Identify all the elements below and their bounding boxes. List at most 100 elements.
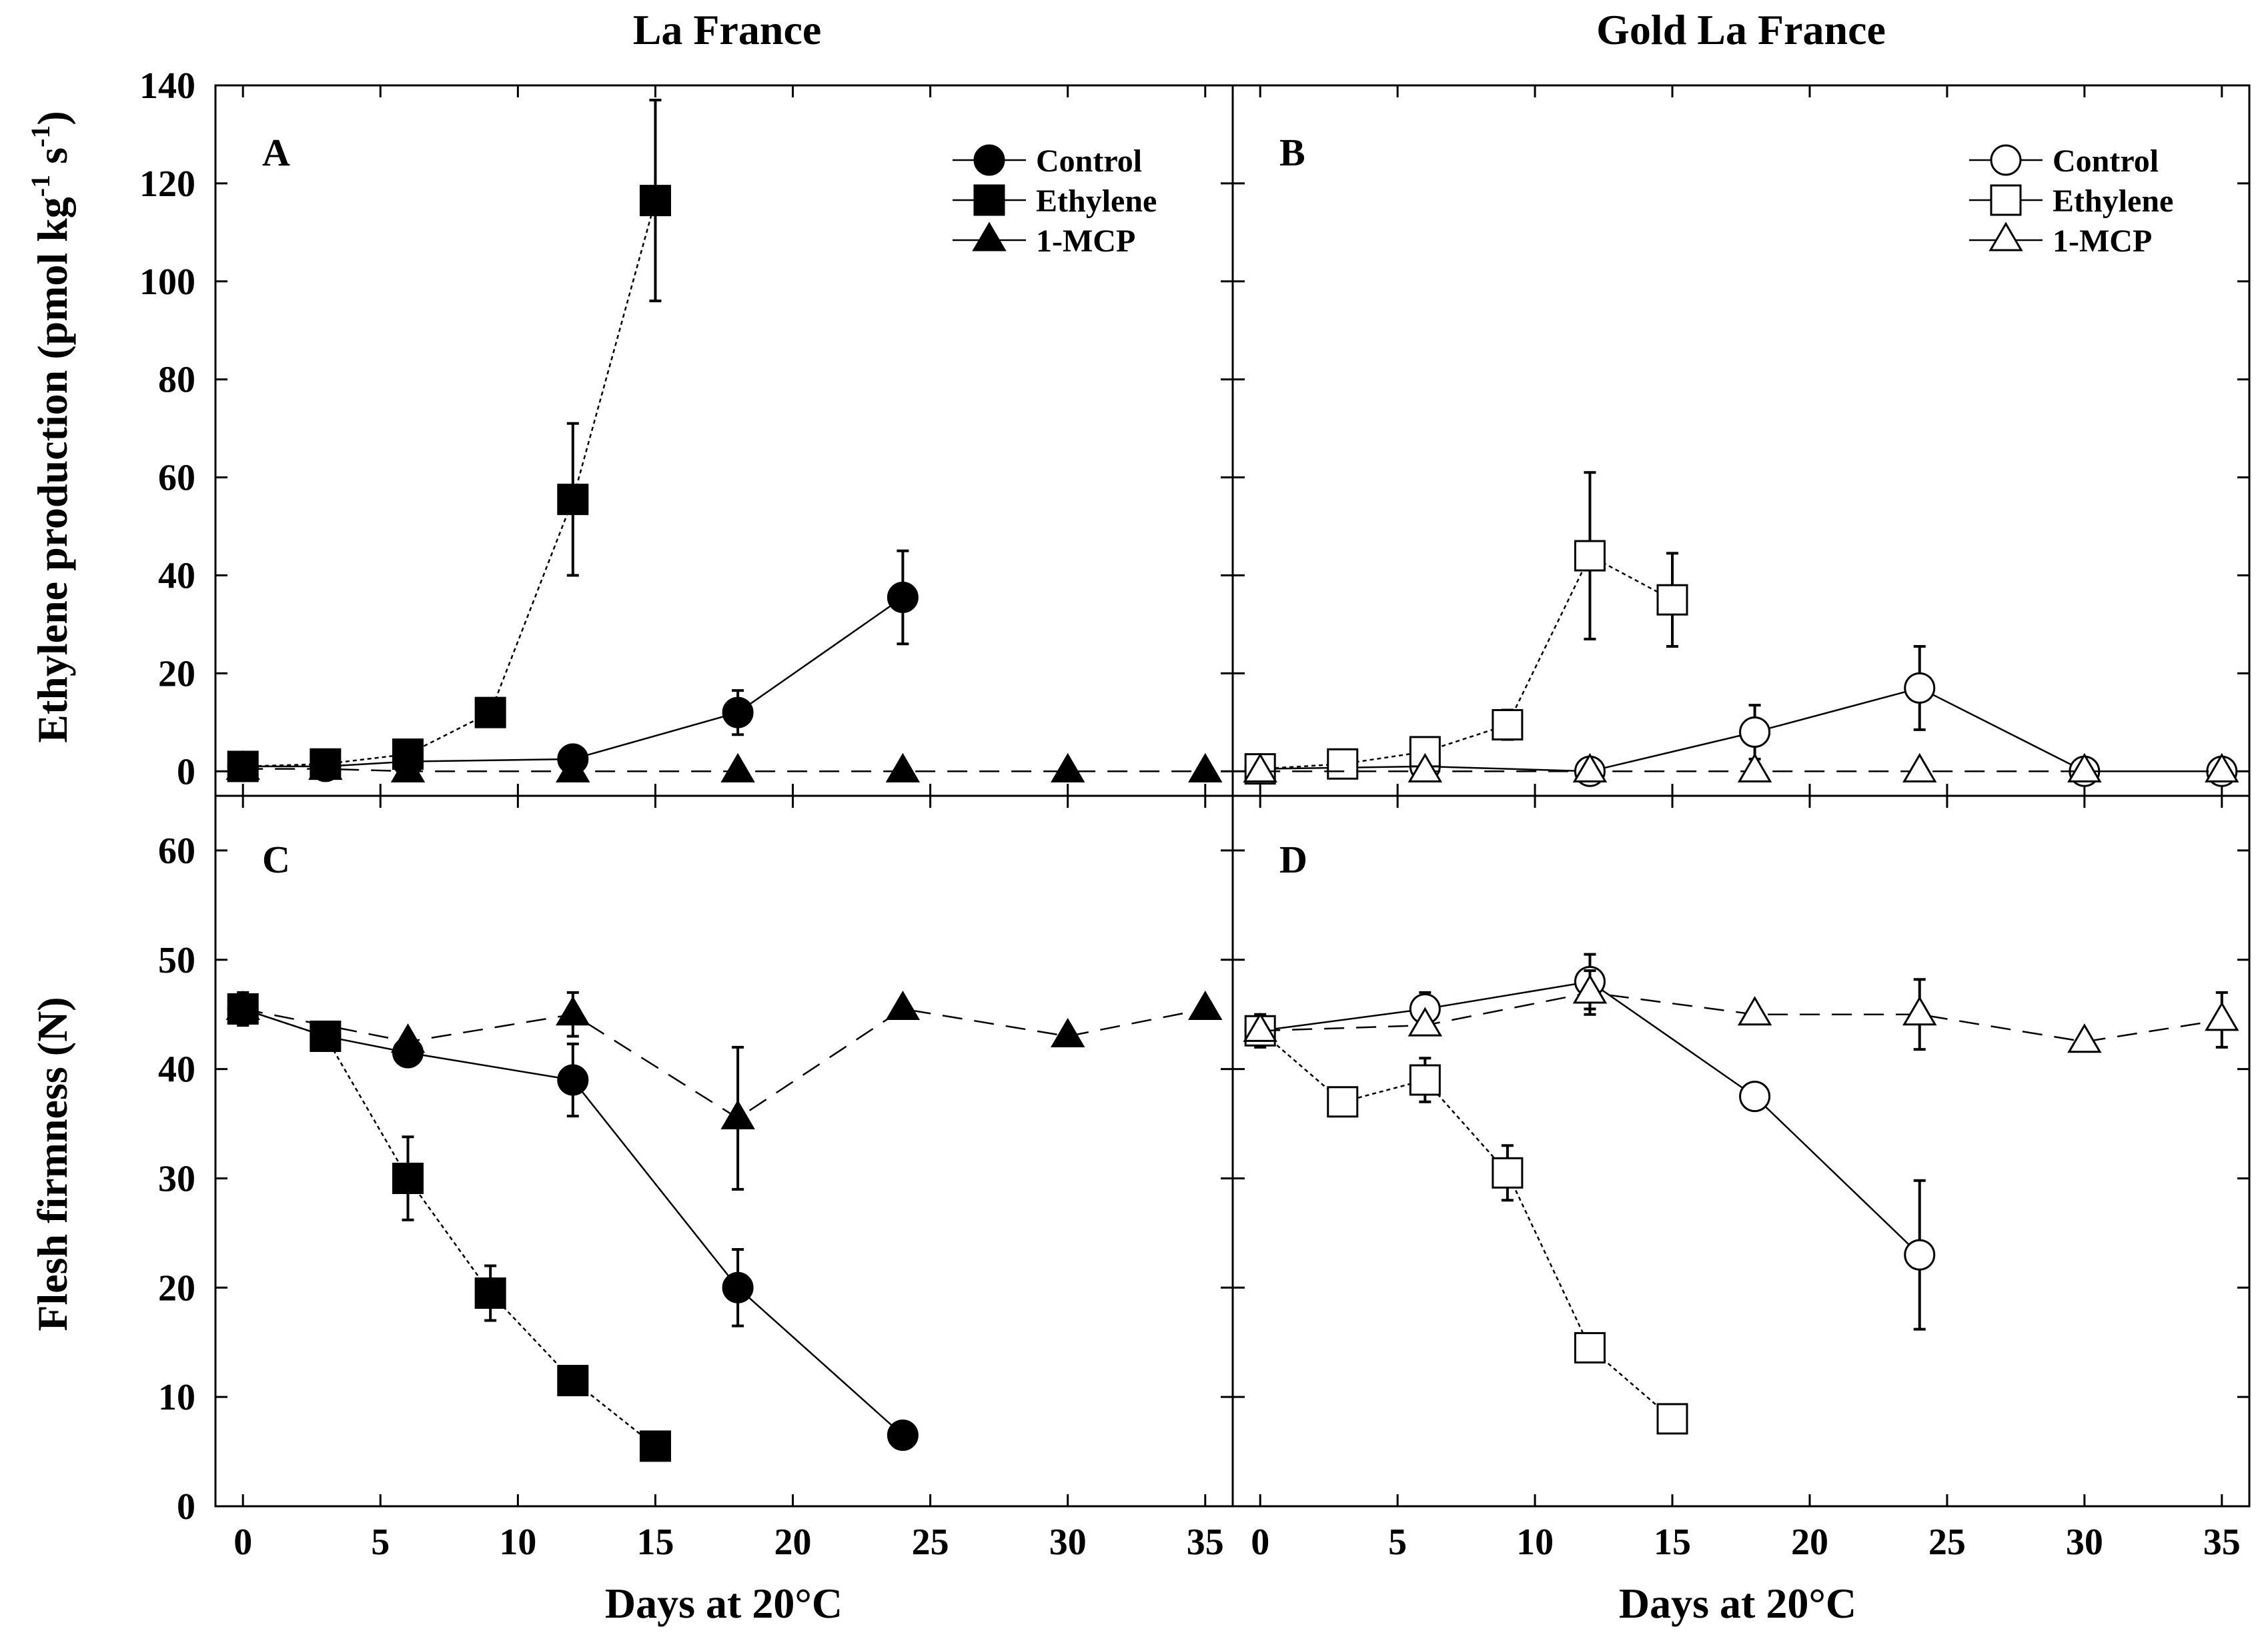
series-d-ethylene — [1244, 1013, 1688, 1435]
panel-c: 0 10 20 30 40 50 60 0 5 10 15 20 25 30 35 C — [158, 794, 1234, 1563]
series-b-1-mcp — [1243, 752, 2239, 782]
marker-d-ethylene-1 — [1327, 1086, 1359, 1118]
marker-d-1-mcp-1 — [1407, 1007, 1443, 1037]
marker-b-ethylene-5 — [1656, 584, 1688, 616]
y-tick-label-c-1: 10 — [158, 1377, 195, 1418]
series-line-c-1-mcp — [242, 1008, 1206, 1119]
x-tick-label-c-4: 20 — [774, 1522, 812, 1563]
panel-label-c: C — [262, 838, 290, 881]
panel-d: 0 5 10 15 20 25 30 35 D — [1231, 794, 2251, 1563]
series-line-a-1-mcp — [243, 768, 1205, 772]
marker-a-1-mcp-7 — [1188, 752, 1223, 782]
x-tick-label-d-4: 20 — [1791, 1522, 1828, 1563]
x-tick-label-d-0: 0 — [1251, 1522, 1269, 1563]
y-tick-label-c-5: 50 — [158, 940, 195, 981]
marker-c-control-5 — [887, 1420, 919, 1451]
marker-a-1-mcp-0 — [225, 750, 260, 780]
marker-c-control-4 — [722, 1271, 754, 1303]
marker-a-ethylene-5 — [639, 185, 671, 217]
marker-b-1-mcp-2 — [1572, 752, 1608, 782]
legend-label-b-1-mcp: 1-MCP — [2053, 223, 2152, 259]
panel-d-frame — [1231, 794, 2251, 1508]
series-line-d-1-mcp — [1260, 991, 2223, 1043]
marker-d-1-mcp-3 — [1737, 996, 1772, 1026]
series-line-d-control — [1260, 981, 1920, 1256]
x-axis-label-left: Days at 20°C — [605, 1580, 842, 1627]
marker-c-1-mcp-0 — [225, 990, 260, 1021]
y-tick-label-a-3: 60 — [158, 458, 195, 499]
marker-b-control-3 — [1739, 716, 1771, 748]
marker-a-ethylene-4 — [557, 484, 589, 516]
series-d-1-mcp — [1243, 969, 2239, 1053]
marker-b-ethylene-4 — [1574, 540, 1606, 572]
x-tick-label-c-2: 10 — [499, 1522, 536, 1563]
y-axis-label-ethylene: Ethylene production (pmol kg-1 s-1) — [25, 111, 76, 742]
y-tick-label-a-5: 100 — [139, 261, 195, 303]
marker-c-1-mcp-6 — [1188, 990, 1223, 1021]
x-tick-label-d-5: 25 — [1928, 1522, 1966, 1563]
marker-d-control-3 — [1739, 1081, 1771, 1113]
marker-b-1-mcp-1 — [1407, 752, 1443, 782]
marker-c-ethylene-4 — [557, 1365, 589, 1397]
y-tick-label-a-7: 140 — [139, 65, 195, 107]
x-tick-label-c-1: 5 — [371, 1522, 390, 1563]
marker-a-1-mcp-2 — [390, 752, 426, 782]
x-tick-label-d-7: 35 — [2203, 1522, 2241, 1563]
legend-label-b-control: Control — [2053, 143, 2159, 179]
x-tick-label-d-6: 30 — [2066, 1522, 2103, 1563]
marker-a-1-mcp-1 — [308, 750, 343, 780]
marker-b-1-mcp-3 — [1737, 752, 1772, 782]
x-tick-label-c-5: 25 — [912, 1522, 949, 1563]
marker-d-1-mcp-4 — [1902, 996, 1937, 1026]
marker-c-ethylene-2 — [392, 1162, 424, 1194]
x-axis-label-right: Days at 20°C — [1619, 1580, 1856, 1627]
marker-b-ethylene-2 — [1409, 736, 1441, 768]
legend-b: Control Ethylene 1-MCP — [1969, 143, 2173, 259]
marker-c-control-3 — [557, 1064, 589, 1096]
x-tick-label-c-6: 30 — [1049, 1522, 1087, 1563]
x-tick-label-c-0: 0 — [233, 1522, 252, 1563]
column-title-la-france: La France — [633, 6, 822, 53]
marker-b-1-mcp-0 — [1243, 752, 1277, 782]
legend-a: Control Ethylene 1-MCP — [953, 143, 1157, 259]
marker-a-1-mcp-3 — [556, 752, 590, 782]
marker-b-ethylene-3 — [1492, 709, 1524, 740]
series-line-b-ethylene — [1260, 554, 1673, 770]
legend-label-a-ethylene: Ethylene — [1036, 183, 1157, 219]
marker-c-1-mcp-4 — [885, 990, 921, 1021]
marker-d-ethylene-2 — [1409, 1064, 1441, 1096]
marker-d-ethylene-3 — [1492, 1157, 1524, 1189]
y-tick-label-c-4: 40 — [158, 1049, 195, 1091]
y-tick-label-c-2: 20 — [158, 1267, 195, 1309]
panel-label-d: D — [1279, 838, 1307, 881]
y-tick-label-c-6: 60 — [158, 831, 195, 872]
x-tick-label-d-1: 5 — [1388, 1522, 1407, 1563]
legend-marker-a-ethylene — [973, 184, 1005, 216]
marker-c-1-mcp-1 — [390, 1023, 426, 1053]
marker-d-1-mcp-0 — [1243, 1012, 1277, 1042]
column-title-gold-la-france: Gold La France — [1596, 6, 1886, 53]
series-a-1-mcp — [225, 750, 1223, 782]
panel-c-frame — [214, 794, 1234, 1508]
panel-label-a: A — [262, 131, 290, 174]
series-a-ethylene — [227, 99, 671, 782]
marker-a-1-mcp-6 — [1050, 752, 1085, 782]
y-tick-label-a-1: 20 — [158, 653, 195, 694]
series-c-ethylene — [227, 991, 671, 1462]
marker-b-ethylene-1 — [1327, 748, 1359, 780]
legend-marker-a-1-mcp — [972, 221, 1007, 251]
series-c-1-mcp — [225, 990, 1223, 1191]
marker-c-ethylene-1 — [310, 1020, 342, 1052]
series-a-control — [227, 549, 919, 782]
marker-c-1-mcp-2 — [556, 996, 590, 1026]
legend-marker-b-ethylene — [1990, 184, 2022, 216]
panel-label-b: B — [1279, 131, 1305, 174]
marker-d-1-mcp-2 — [1572, 974, 1608, 1004]
series-b-ethylene — [1244, 471, 1688, 785]
marker-c-ethylene-3 — [474, 1277, 506, 1309]
marker-b-1-mcp-6 — [2205, 752, 2239, 782]
marker-d-ethylene-4 — [1574, 1331, 1606, 1364]
marker-b-1-mcp-4 — [1902, 752, 1937, 782]
y-tick-label-c-3: 30 — [158, 1158, 195, 1199]
